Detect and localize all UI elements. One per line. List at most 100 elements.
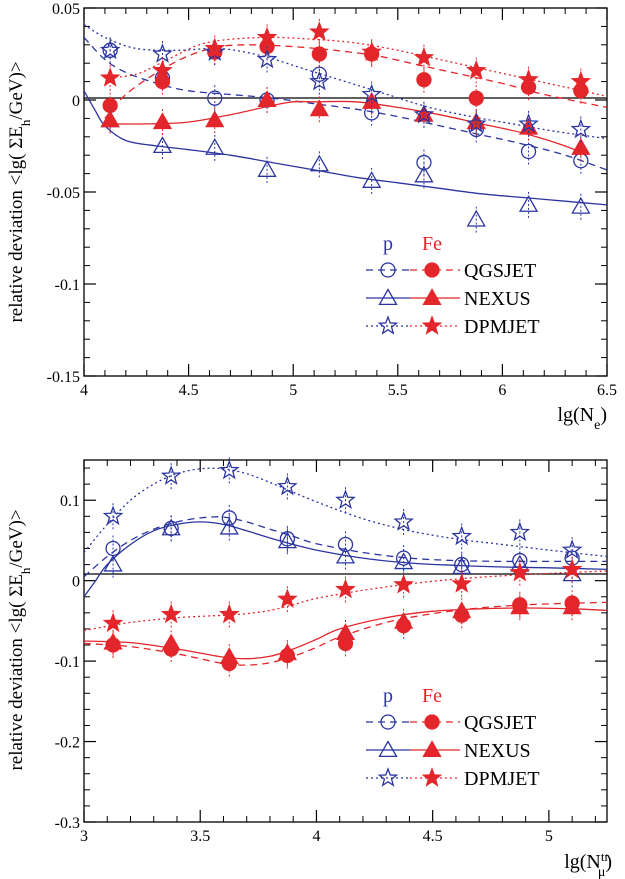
point-dpmjet-fe — [102, 612, 124, 633]
chart-bottom: 3 3.5 4 4.5 5 -0.3 -0.2 -0.1 0 0.1 relative devia… — [6, 457, 612, 879]
x-tick-label: 3.5 — [190, 828, 210, 845]
point-qgsjet-fe — [416, 72, 432, 88]
point-dpmjet-p — [509, 521, 531, 542]
legend-marker-p — [378, 740, 398, 758]
x-tick-label: 4 — [312, 828, 320, 845]
point-dpmjet-fe — [570, 70, 592, 91]
legend-marker-p — [380, 262, 396, 278]
point-nexus-p — [152, 136, 173, 154]
point-nexus-fe — [393, 611, 414, 629]
legend-label-qgsjet: QGSJET — [464, 712, 536, 734]
point-dpmjet-p — [570, 118, 592, 139]
legend-header-p: p — [383, 233, 393, 255]
point-nexus-p — [518, 195, 539, 212]
legend-marker-fe — [422, 740, 442, 758]
point-nexus-fe — [309, 99, 329, 117]
legend-label-dpmjet: DPMJET — [464, 768, 540, 790]
curve-nexus-fe — [104, 100, 587, 156]
x-tick-label: 5.5 — [388, 382, 408, 399]
point-dpmjet-fe — [561, 558, 583, 579]
point-dpmjet-p — [160, 465, 182, 485]
y-tick-label: -0.2 — [55, 735, 80, 752]
point-nexus-p — [414, 165, 434, 183]
legend-marker-fe — [421, 315, 443, 335]
y-tick-label: -0.3 — [55, 815, 80, 832]
point-dpmjet-p — [102, 505, 124, 526]
x-tick-label: 5 — [289, 382, 297, 399]
point-nexus-p — [393, 552, 414, 570]
chart-top: 4 4.5 5 5.5 6 6.5 -0.15 -0.1 -0.05 0 0.05 relative… — [6, 1, 617, 433]
x-tick-label: 6 — [498, 382, 506, 399]
point-dpmjet-p — [413, 103, 435, 124]
point-dpmjet-fe — [99, 67, 121, 87]
curve-nexus-p — [84, 521, 607, 598]
y-tick-label: -0.05 — [47, 185, 80, 202]
legend-header-fe: Fe — [422, 685, 442, 707]
point-dpmjet-p — [393, 511, 414, 531]
point-dpmjet-fe — [361, 41, 382, 61]
point-dpmjet-fe — [509, 561, 531, 582]
point-dpmjet-fe — [160, 603, 182, 624]
point-nexus-p — [335, 546, 356, 564]
point-dpmjet-p — [465, 113, 487, 133]
point-nexus-p — [571, 196, 591, 214]
x-tick-label: 4.5 — [179, 382, 199, 399]
point-qgsjet-p — [207, 90, 223, 106]
x-tick-label: 3 — [80, 828, 88, 845]
point-dpmjet-p — [309, 70, 330, 91]
point-nexus-fe — [335, 623, 356, 640]
x-tick-label: 4 — [80, 382, 88, 399]
data-markers — [102, 457, 583, 677]
y-tick-label: 0 — [72, 574, 80, 591]
point-dpmjet-p — [361, 83, 382, 104]
point-qgsjet-p — [221, 510, 237, 526]
legend-marker-fe — [421, 767, 443, 787]
point-dpmjet-p — [99, 39, 121, 60]
point-nexus-fe — [571, 138, 591, 155]
x-tick-label: 5 — [545, 828, 553, 845]
y-tick-label: -0.1 — [55, 654, 80, 671]
point-nexus-fe — [257, 90, 277, 108]
point-dpmjet-fe — [256, 26, 278, 47]
point-nexus-fe — [161, 633, 181, 651]
x-axis-label: lg(Ntr μ) — [564, 849, 612, 879]
y-axis-label: relative deviation <lg( ΣEh/GeV)> — [6, 61, 33, 322]
curve-dpmjet-p — [84, 24, 607, 140]
point-dpmjet-p — [277, 475, 298, 496]
point-qgsjet-fe — [468, 90, 484, 106]
point-dpmjet-fe — [413, 46, 435, 67]
point-nexus-p — [219, 517, 239, 535]
point-dpmjet-p — [256, 48, 278, 69]
legend-label-dpmjet: DPMJET — [464, 316, 540, 338]
point-dpmjet-fe — [335, 578, 356, 599]
point-nexus-fe — [205, 110, 225, 128]
point-dpmjet-fe — [204, 37, 226, 58]
point-dpmjet-fe — [393, 573, 414, 594]
curve-nexus-fe — [84, 607, 607, 660]
point-qgsjet-p — [520, 143, 537, 160]
point-nexus-p — [362, 171, 382, 188]
point-dpmjet-fe — [277, 588, 298, 608]
point-dpmjet-p — [518, 113, 539, 133]
point-nexus-p — [277, 531, 298, 549]
point-nexus-fe — [510, 597, 530, 615]
point-qgsjet-p — [416, 154, 432, 171]
point-nexus-p — [103, 554, 123, 572]
axis-ticks — [83, 460, 607, 823]
point-nexus-p — [257, 160, 277, 177]
legend-marker-fe — [424, 714, 440, 730]
legend-marker-p — [377, 315, 399, 335]
point-dpmjet-fe — [465, 59, 487, 80]
legend-marker-p — [378, 288, 398, 306]
point-nexus-fe — [103, 632, 123, 650]
point-dpmjet-p — [335, 489, 356, 510]
tick-labels: 3 3.5 4 4.5 5 -0.3 -0.2 -0.1 0 0.1 — [55, 493, 553, 845]
axis-ticks — [83, 7, 608, 377]
y-tick-label: 0 — [72, 93, 80, 110]
legend-marker-fe — [422, 288, 442, 306]
point-dpmjet-p — [561, 539, 583, 559]
legend-label-nexus: NEXUS — [464, 288, 531, 310]
curve-qgsjet-p — [84, 516, 607, 578]
point-dpmjet-fe — [451, 573, 473, 593]
data-markers — [99, 18, 592, 233]
